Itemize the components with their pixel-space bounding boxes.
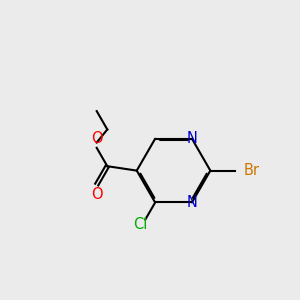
Text: Cl: Cl [133,217,148,232]
Text: O: O [91,131,103,146]
Text: Br: Br [243,163,259,178]
Text: O: O [91,187,103,202]
Text: N: N [187,195,197,210]
Text: N: N [187,131,197,146]
